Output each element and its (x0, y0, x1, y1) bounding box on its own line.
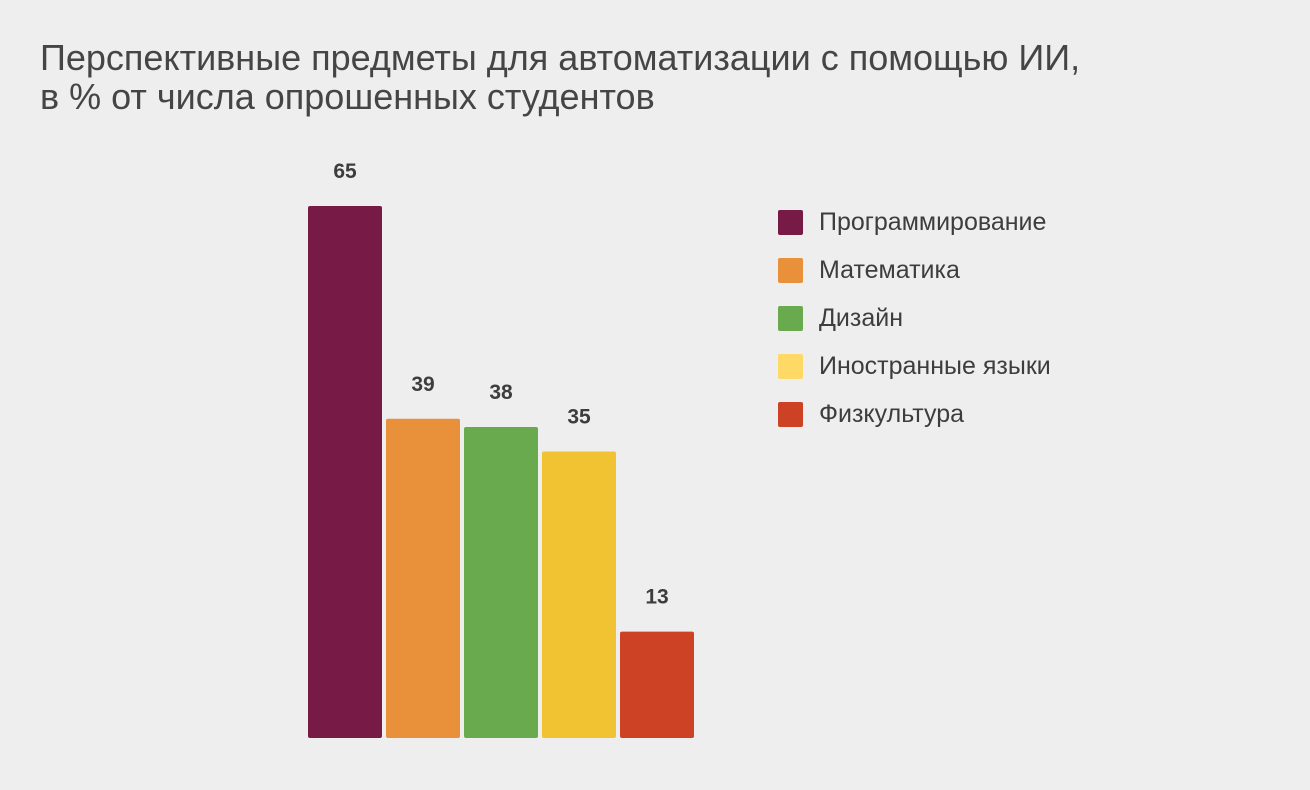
legend-swatch (778, 353, 803, 379)
bar-3 (464, 426, 538, 738)
legend-label: Дизайн (819, 303, 904, 332)
legend-label: Физкультура (819, 399, 965, 428)
legend-swatch (778, 305, 803, 331)
chart-title-line-2: в % от числа опрошенных студентов (40, 76, 655, 117)
data-label-1: 65 (333, 160, 357, 183)
bar-1 (308, 206, 382, 738)
chart-title: Перспективные предметы для автоматизации… (40, 38, 1080, 116)
chart-legend: Программирование Математика Дизайн Иностран… (778, 198, 1051, 438)
legend-swatch (778, 209, 803, 235)
chart-title-line-1: Перспективные предметы для автоматизации… (40, 37, 1081, 78)
legend-item-1: Программирование (778, 198, 1051, 246)
legend-swatch (778, 257, 803, 283)
data-label-2: 39 (411, 373, 434, 396)
bar-2 (386, 418, 460, 738)
legend-item-3: Дизайн (778, 294, 1051, 342)
legend-swatch (778, 401, 803, 427)
bar-4 (542, 451, 616, 738)
bar-5 (620, 631, 694, 738)
legend-label: Иностранные языки (819, 351, 1051, 380)
legend-label: Программирование (819, 207, 1047, 236)
data-label-5: 13 (645, 586, 668, 609)
legend-item-2: Математика (778, 246, 1051, 294)
legend-label: Математика (819, 255, 960, 284)
legend-item-4: Иностранные языки (778, 342, 1051, 390)
data-label-4: 35 (567, 406, 591, 429)
data-label-3: 38 (489, 381, 513, 404)
legend-item-5: Физкультура (778, 390, 1051, 438)
